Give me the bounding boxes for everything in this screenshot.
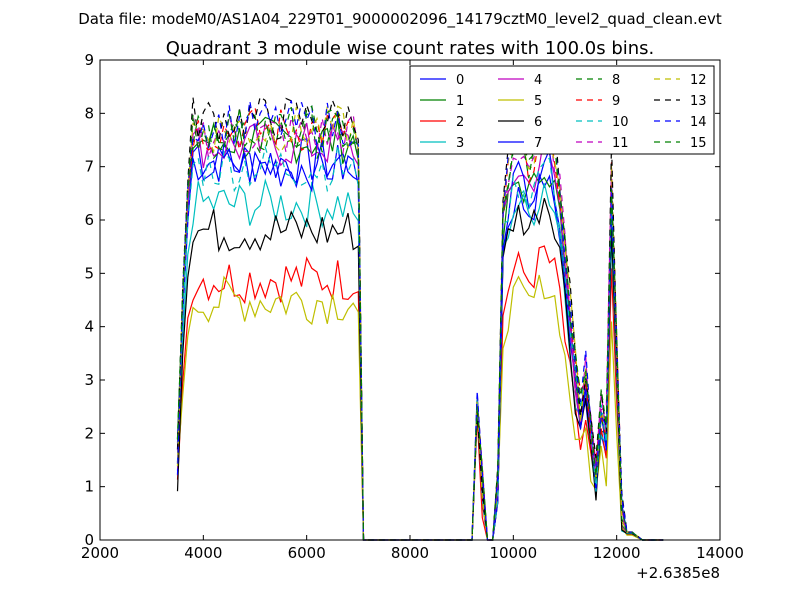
legend-label: 12 <box>690 73 707 88</box>
series-line-15 <box>176 105 664 541</box>
legend-label: 6 <box>534 115 542 130</box>
y-tick-label: 0 <box>84 531 94 549</box>
y-tick-label: 2 <box>84 424 94 442</box>
y-tick-label: 6 <box>84 211 94 229</box>
legend-label: 7 <box>534 136 542 151</box>
legend-label: 11 <box>612 136 629 151</box>
x-tick-label: 2000 <box>81 544 119 562</box>
chart-title: Quadrant 3 module wise count rates with … <box>166 38 655 59</box>
x-tick-label: 8000 <box>391 544 429 562</box>
series-line-13 <box>176 95 664 541</box>
x-tick-label: 10000 <box>489 544 537 562</box>
series-line-14 <box>176 100 664 541</box>
x-tick-label: 14000 <box>696 544 744 562</box>
data-file-label: Data file: modeM0/AS1A04_229T01_90000020… <box>78 10 722 29</box>
y-tick-label: 4 <box>84 318 94 336</box>
legend-label: 1 <box>456 94 464 109</box>
legend-label: 14 <box>690 115 707 130</box>
y-tick-label: 5 <box>84 264 94 282</box>
legend-label: 2 <box>456 115 464 130</box>
legend-label: 10 <box>612 115 629 130</box>
x-tick-label: 4000 <box>184 544 222 562</box>
y-tick-label: 1 <box>84 478 94 496</box>
legend-label: 13 <box>690 94 707 109</box>
y-tick-label: 9 <box>84 51 94 69</box>
legend-label: 3 <box>456 136 464 151</box>
legend-label: 15 <box>690 136 707 151</box>
legend-box <box>409 65 715 155</box>
x-tick-label: 12000 <box>593 544 641 562</box>
x-axis: 2000 4000 6000 8000 10000 12000 14000 <box>81 60 744 562</box>
legend-label: 9 <box>612 94 620 109</box>
y-tick-label: 7 <box>84 158 94 176</box>
y-tick-label: 3 <box>84 371 94 389</box>
legend-label: 5 <box>534 94 542 109</box>
x-tick-label: 6000 <box>288 544 326 562</box>
legend-label: 0 <box>456 73 464 88</box>
legend-label: 4 <box>534 73 542 88</box>
legend-label: 8 <box>612 73 620 88</box>
x-offset-label: +2.6385e8 <box>636 564 720 582</box>
y-tick-label: 8 <box>84 104 94 122</box>
